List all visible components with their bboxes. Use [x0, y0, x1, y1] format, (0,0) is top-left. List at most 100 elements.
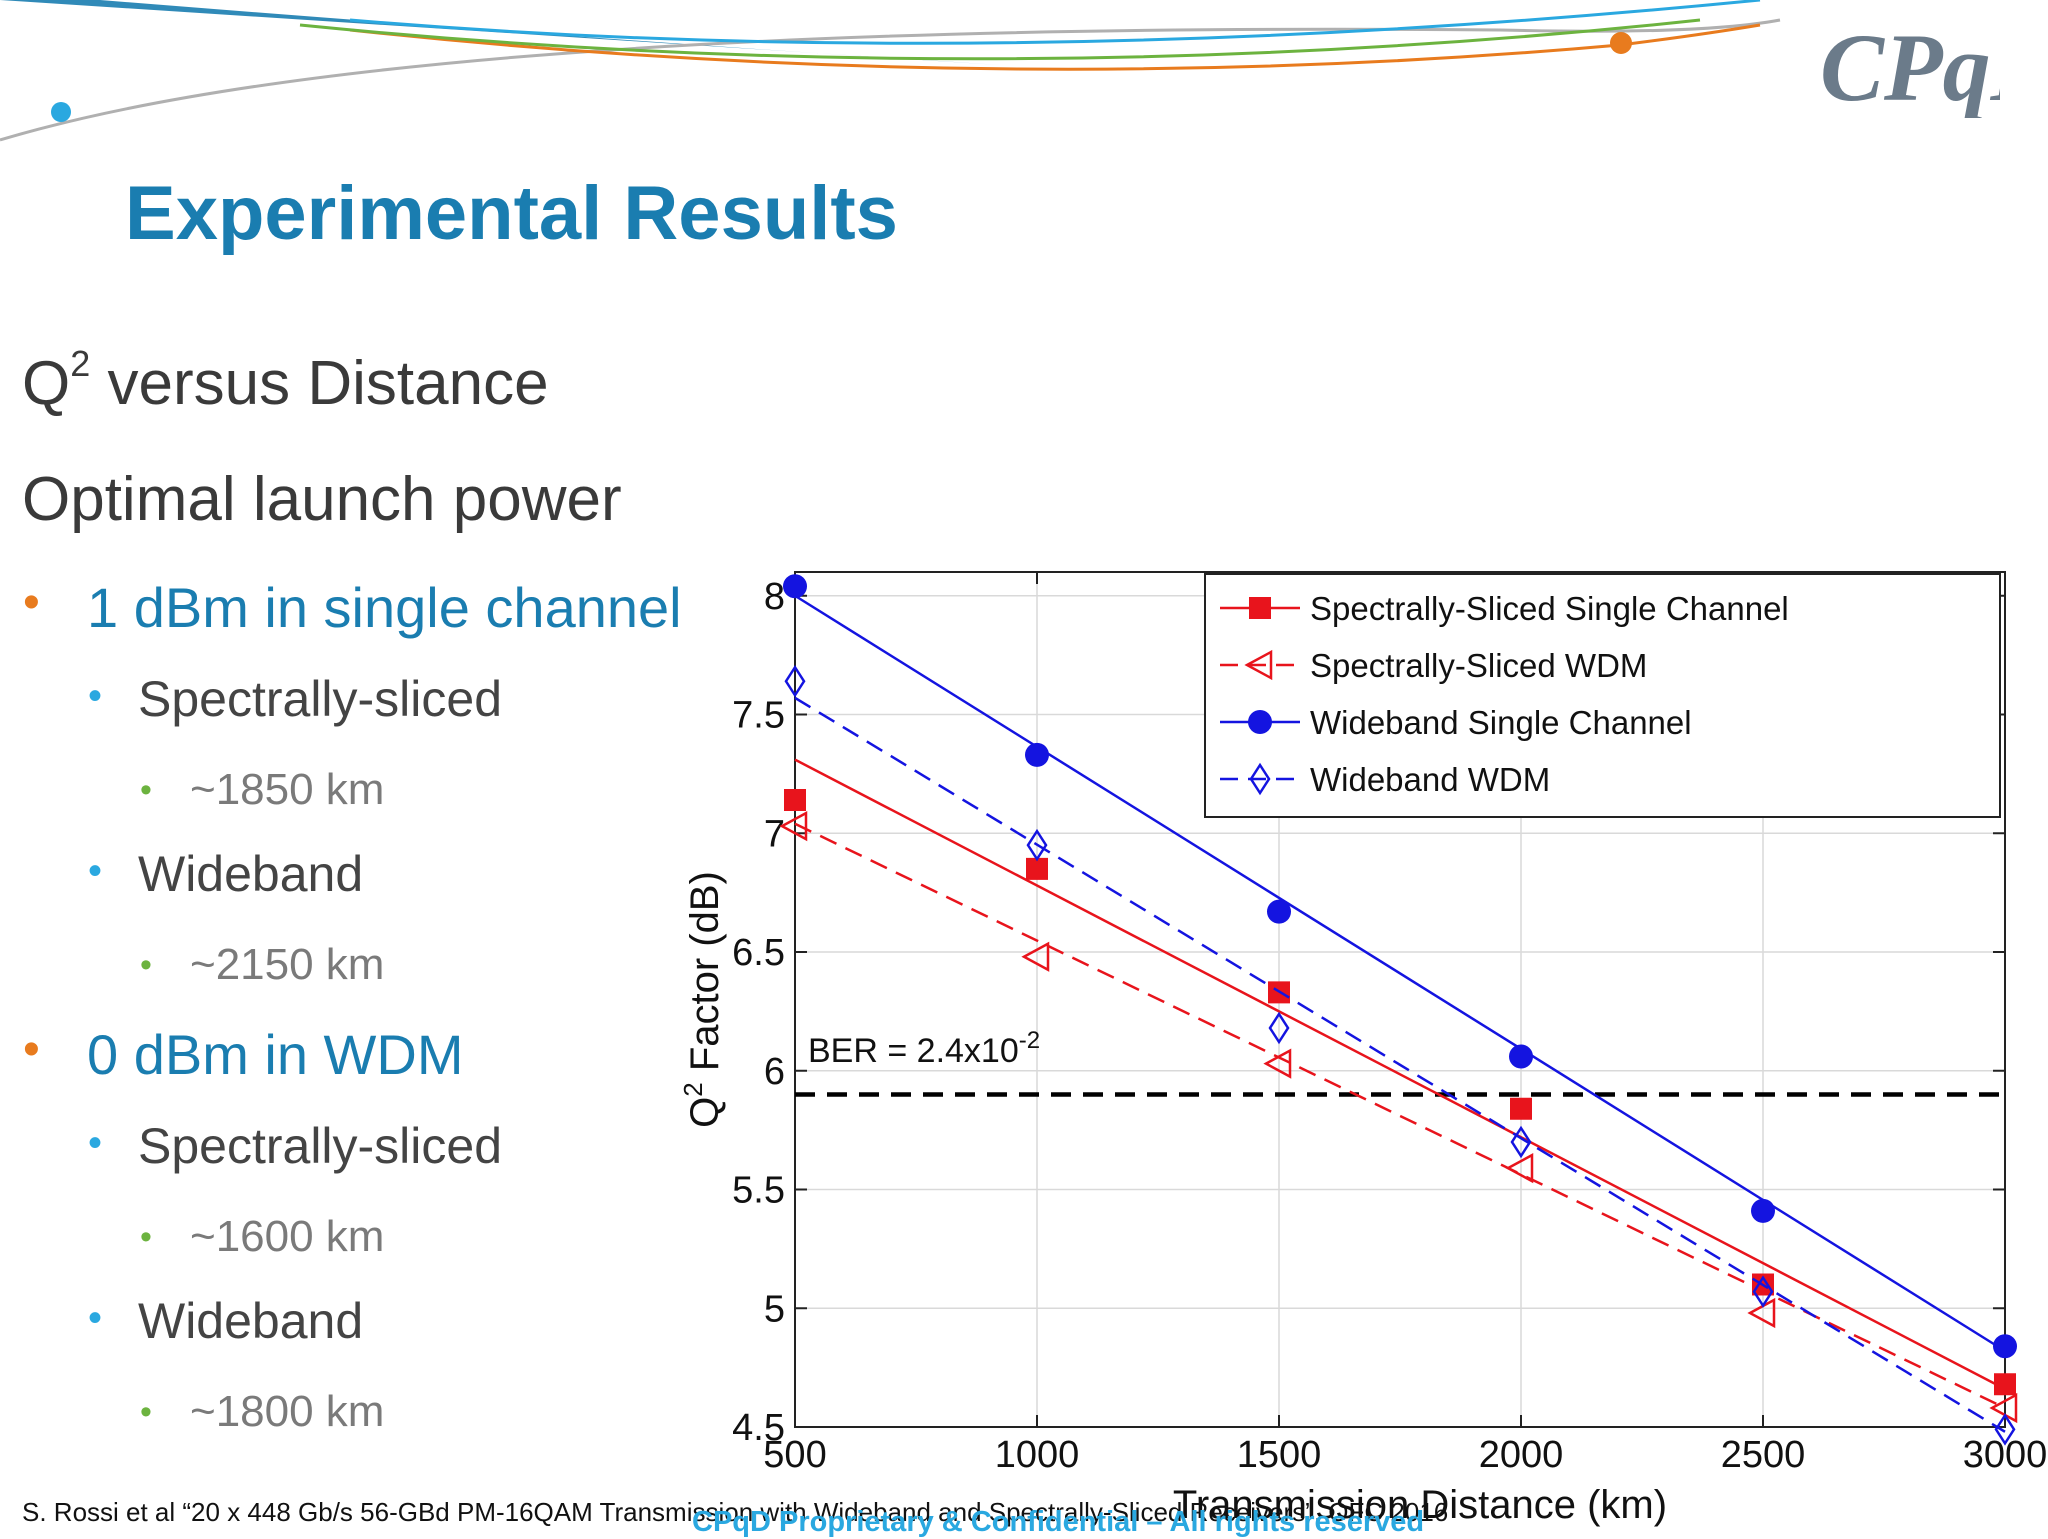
bullet-item-level-2: • Spectrally-sliced: [88, 1117, 503, 1175]
data-point: [1752, 1275, 1774, 1308]
bullet-text: Wideband: [138, 846, 364, 902]
data-point: [1989, 1392, 2018, 1424]
bullet-item-level-2: • Wideband: [88, 845, 364, 903]
y-tick-label: 8: [764, 576, 785, 618]
bullet-item-level-1: • 0 dBm in WDM: [23, 1022, 464, 1087]
data-point: [1268, 1011, 1290, 1045]
data-point: [1509, 1044, 1533, 1069]
heading-optimal-launch-power: Optimal launch power: [22, 465, 622, 534]
bullet-text: Wideband: [138, 1293, 364, 1349]
data-point: [1026, 857, 1048, 880]
header-decoration: [0, 0, 1781, 142]
bullet-item-level-3: • ~1600 km: [140, 1212, 385, 1262]
ber-threshold-label: BER = 2.4x10-2: [808, 1027, 1040, 1070]
x-tick-label: 1500: [1237, 1434, 1322, 1476]
data-point: [1505, 1153, 1534, 1184]
data-point: [783, 574, 807, 599]
x-axis-label: Transmission Distance (km): [1173, 1483, 1667, 1527]
data-point: [1994, 1373, 2016, 1396]
data-point: [1510, 1125, 1532, 1159]
bullet-text: 1 dBm in single channel: [87, 576, 682, 639]
y-axis-label-rest: Factor (dB): [683, 871, 727, 1082]
bullet-text: ~1800 km: [190, 1387, 385, 1436]
x-tick-label: 2500: [1721, 1434, 1806, 1476]
bullet-text: ~2150 km: [190, 940, 385, 989]
data-point: [1263, 1048, 1292, 1079]
legend-entry: Wideband WDM: [1310, 761, 1550, 798]
data-point: [1026, 828, 1048, 862]
x-tick-label: 2000: [1479, 1434, 1564, 1476]
bullet-item-level-2: • Wideband: [88, 1292, 364, 1350]
legend-marker: [1249, 597, 1271, 619]
series-1: [779, 811, 2018, 1424]
data-point: [1993, 1334, 2017, 1359]
slide-title: Experimental Results: [125, 171, 898, 256]
bullet-text: 0 dBm in WDM: [87, 1023, 464, 1086]
axes-frame: [794, 571, 2006, 1428]
y-tick-label: 6.5: [732, 932, 785, 974]
bullet-dot-icon: •: [140, 771, 152, 809]
y-tick-label: 7: [764, 813, 785, 855]
citation-footer: S. Rossi et al “20 x 448 Gb/s 56-GBd PM-…: [22, 1497, 1449, 1527]
x-tick-label: 3000: [1963, 1434, 2048, 1476]
bullet-text: ~1600 km: [190, 1212, 385, 1261]
series-fit-line: [794, 758, 2006, 1391]
bullet-dot-icon: •: [88, 849, 103, 893]
data-point: [1021, 941, 1050, 972]
bullet-dot-icon: •: [140, 946, 152, 984]
bullet-dot-icon: •: [88, 1121, 103, 1165]
series-2: [783, 574, 2017, 1359]
bullet-text: ~1850 km: [190, 765, 385, 814]
heading-q2-versus-distance: Q2 versus Distance: [22, 343, 549, 418]
y-axis-label: Q2 Factor (dB): [678, 871, 727, 1128]
legend-marker: [1249, 762, 1271, 796]
y-axis-label-sup: 2: [678, 1082, 708, 1096]
data-point: [1267, 899, 1291, 924]
data-point: [784, 664, 806, 698]
bullet-text: Spectrally-sliced: [138, 671, 503, 727]
data-point: [1751, 1198, 1775, 1223]
bullet-item-level-3: • ~1850 km: [140, 765, 385, 815]
legend-marker: [1248, 710, 1272, 734]
bullet-item-level-3: • ~2150 km: [140, 940, 385, 990]
legend-entry: Wideband Single Channel: [1310, 704, 1692, 741]
y-axis-label-main: Q: [683, 1097, 727, 1128]
bullet-dot-icon: •: [140, 1218, 152, 1256]
legend-entry: Spectrally-Sliced Single Channel: [1310, 590, 1789, 627]
legend-marker: [1244, 649, 1273, 681]
bullet-dot-icon: •: [23, 576, 40, 629]
bullet-dot-icon: •: [23, 1023, 40, 1076]
bullet-dot-icon: •: [140, 1393, 152, 1431]
cpqd-logo: CPqD: [1820, 18, 2000, 118]
data-point: [1025, 742, 1049, 767]
x-tick-label: 1000: [995, 1434, 1080, 1476]
ber-label-main: BER = 2.4x10: [808, 1032, 1019, 1070]
y-tick-label: 7.5: [732, 695, 785, 737]
ber-label-sup: -2: [1019, 1027, 1040, 1054]
y-tick-label: 6: [764, 1051, 785, 1093]
bullet-item-level-3: • ~1800 km: [140, 1387, 385, 1437]
bullet-dot-icon: •: [88, 1296, 103, 1340]
x-tick-label: 500: [763, 1434, 826, 1476]
legend-box: [1204, 573, 2001, 818]
bullet-dot-icon: •: [88, 674, 103, 718]
series-3: [784, 664, 2016, 1446]
y-tick-label: 5: [764, 1288, 785, 1330]
bullet-text: Spectrally-sliced: [138, 1118, 503, 1174]
series-fit-line: [794, 696, 2006, 1433]
series-fit-line: [794, 594, 2006, 1353]
legend-entry: Spectrally-Sliced WDM: [1310, 647, 1647, 684]
data-point: [1994, 1413, 2016, 1446]
bullet-item-level-1: • 1 dBm in single channel: [23, 575, 682, 640]
series-0: [784, 758, 2016, 1396]
data-point: [1747, 1297, 1776, 1329]
data-point: [784, 789, 806, 811]
svg-text:CPqD: CPqD: [1820, 18, 2000, 118]
y-tick-label: 5.5: [732, 1170, 785, 1212]
confidential-notice: CPqD Proprietary & Confidential – All ri…: [692, 1506, 1425, 1538]
y-tick-label: 4.5: [732, 1407, 785, 1449]
data-point: [1510, 1097, 1532, 1120]
data-point: [779, 811, 808, 842]
bullet-item-level-2: • Spectrally-sliced: [88, 670, 503, 728]
